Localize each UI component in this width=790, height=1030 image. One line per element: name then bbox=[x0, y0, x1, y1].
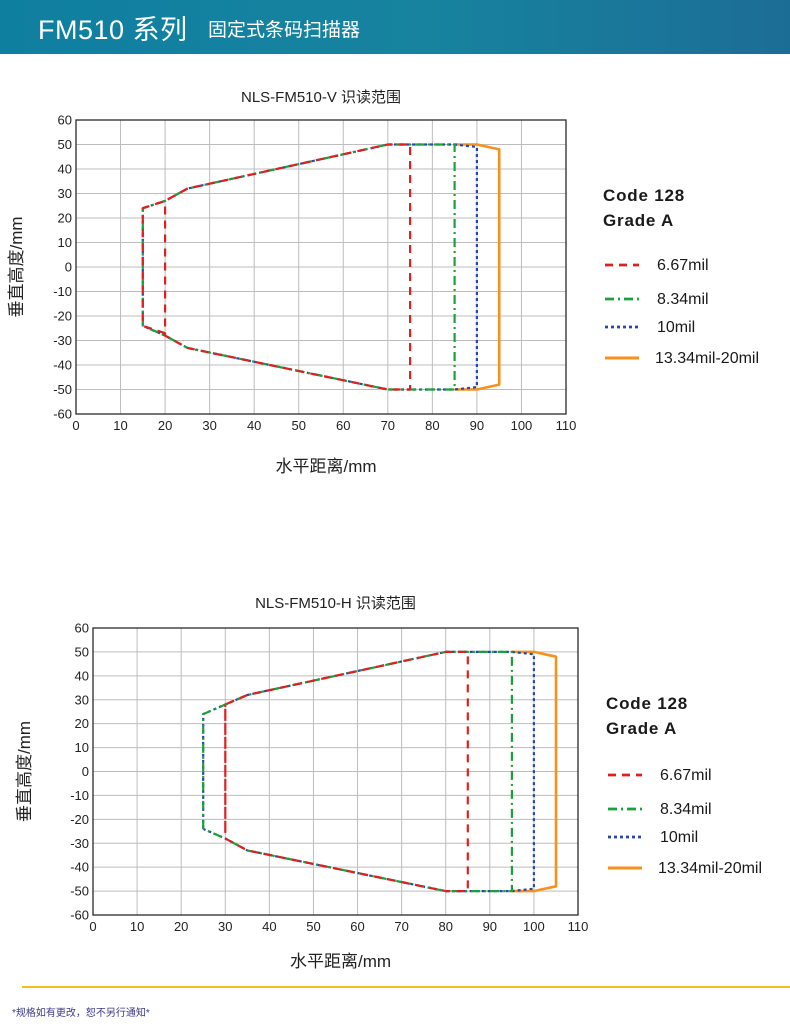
chart1-xtick-label: 100 bbox=[523, 919, 545, 934]
chart0-ytick-label: -10 bbox=[53, 284, 72, 299]
chart0-ytick-label: -40 bbox=[53, 358, 72, 373]
chart0-ytick-label: -50 bbox=[53, 382, 72, 397]
chart1-xtick-label: 50 bbox=[306, 919, 320, 934]
chart1-ytick-label: 0 bbox=[82, 764, 89, 779]
chart0-xtick-label: 40 bbox=[247, 418, 261, 433]
chart1-legend-title: Code 128 bbox=[606, 694, 688, 713]
chart0-series-13-34mil-20mil bbox=[454, 143, 501, 391]
chart0-ytick-label: 50 bbox=[58, 137, 72, 152]
chart0-xtick-label: 50 bbox=[291, 418, 305, 433]
chart1-legend-label: 8.34mil bbox=[660, 801, 712, 818]
chart1-ytick-label: 50 bbox=[75, 644, 89, 659]
chart1-ytick-label: 60 bbox=[75, 621, 89, 636]
chart0-xtick-label: 0 bbox=[72, 418, 79, 433]
chart1-ytick-label: 10 bbox=[75, 740, 89, 755]
chart1-ytick-label: -30 bbox=[70, 836, 89, 851]
product-title: FM510 系列 bbox=[38, 15, 188, 45]
chart0-legend-label: 10mil bbox=[657, 319, 695, 336]
chart1-legend-label: 10mil bbox=[660, 829, 698, 846]
chart0-xtick-label: 60 bbox=[336, 418, 350, 433]
chart1-xtick-label: 90 bbox=[483, 919, 497, 934]
chart0-xlabel: 水平距离/mm bbox=[275, 457, 376, 476]
chart1-series-13-34mil-20mil bbox=[511, 650, 558, 893]
chart0-series-6-67mil bbox=[141, 143, 412, 391]
chart0-xtick-label: 90 bbox=[470, 418, 484, 433]
footer-divider bbox=[22, 986, 790, 988]
chart0-xtick-label: 20 bbox=[158, 418, 172, 433]
chart1-plot-frame bbox=[92, 627, 579, 916]
chart0-ytick-label: -20 bbox=[53, 309, 72, 324]
chart0-ytick-label: 20 bbox=[58, 211, 72, 226]
footer-note: *规格如有更改，恕不另行通知* bbox=[12, 1008, 150, 1019]
page-header: FM510 系列 固定式条码扫描器 bbox=[0, 0, 790, 54]
chart1-xtick-label: 70 bbox=[394, 919, 408, 934]
chart1-ytick-label: -40 bbox=[70, 860, 89, 875]
chart1-ytick-label: 20 bbox=[75, 716, 89, 731]
chart0-xtick-label: 30 bbox=[202, 418, 216, 433]
chart0-ytick-label: 0 bbox=[65, 260, 72, 275]
chart0-legend-label: 13.34mil-20mil bbox=[655, 350, 759, 367]
chart0-ytick-label: -30 bbox=[53, 333, 72, 348]
chart1-ylabel: 垂直高度/mm bbox=[15, 721, 34, 822]
chart1-xtick-label: 40 bbox=[262, 919, 276, 934]
chart0-legend-title: Grade A bbox=[603, 211, 674, 230]
chart1-ytick-label: -10 bbox=[70, 788, 89, 803]
chart0-ytick-label: -60 bbox=[53, 407, 72, 422]
chart1-xtick-label: 110 bbox=[568, 919, 589, 934]
chart0-xtick-label: 10 bbox=[113, 418, 127, 433]
chart0-ytick-label: 60 bbox=[58, 113, 72, 128]
chart-fm510-h: NLS-FM510-H 识读范围 0 10 20 30 40 50 60 70 80 90 100 11… bbox=[0, 585, 790, 985]
chart0-xtick-label: 100 bbox=[511, 418, 533, 433]
chart1-ytick-label: -60 bbox=[70, 908, 89, 923]
chart1-ytick-label: 40 bbox=[75, 668, 89, 683]
chart1-xtick-label: 30 bbox=[218, 919, 232, 934]
chart1-xtick-label: 80 bbox=[438, 919, 452, 934]
chart1-legend-label: 6.67mil bbox=[660, 767, 712, 784]
chart0-xtick-label: 110 bbox=[556, 418, 577, 433]
chart1-xlabel: 水平距离/mm bbox=[290, 952, 391, 971]
chart1-series-6-67mil bbox=[224, 650, 469, 893]
chart0-plot-frame bbox=[75, 119, 567, 415]
chart0-ytick-label: 30 bbox=[58, 186, 72, 201]
chart0-ylabel: 垂直高度/mm bbox=[7, 216, 26, 317]
chart0-ytick-label: 10 bbox=[58, 235, 72, 250]
chart1-ytick-label: 30 bbox=[75, 692, 89, 707]
chart0-xtick-label: 70 bbox=[381, 418, 395, 433]
chart0-ytick-label: 40 bbox=[58, 162, 72, 177]
chart0-xtick-label: 80 bbox=[425, 418, 439, 433]
chart-fm510-v: NLS-FM510-V 识读范围 0 10 20 30 40 50 60 70 80 90 100 11… bbox=[0, 80, 790, 500]
chart0-legend-label: 6.67mil bbox=[657, 257, 709, 274]
chart1-xtick-label: 10 bbox=[130, 919, 144, 934]
chart0-legend-label: 8.34mil bbox=[657, 291, 709, 308]
chart1-series-8-34mil bbox=[202, 650, 513, 893]
chart0-legend-title: Code 128 bbox=[603, 186, 685, 205]
chart1-ytick-label: -50 bbox=[70, 884, 89, 899]
product-subtitle: 固定式条码扫描器 bbox=[208, 20, 361, 41]
chart1-title: NLS-FM510-H 识读范围 bbox=[255, 595, 416, 612]
chart1-legend-title: Grade A bbox=[606, 719, 677, 738]
chart1-ytick-label: -20 bbox=[70, 812, 89, 827]
chart1-xtick-label: 20 bbox=[174, 919, 188, 934]
chart0-title: NLS-FM510-V 识读范围 bbox=[241, 89, 401, 106]
chart1-xtick-label: 0 bbox=[89, 919, 96, 934]
chart1-legend-label: 13.34mil-20mil bbox=[658, 860, 762, 877]
chart1-xtick-label: 60 bbox=[350, 919, 364, 934]
